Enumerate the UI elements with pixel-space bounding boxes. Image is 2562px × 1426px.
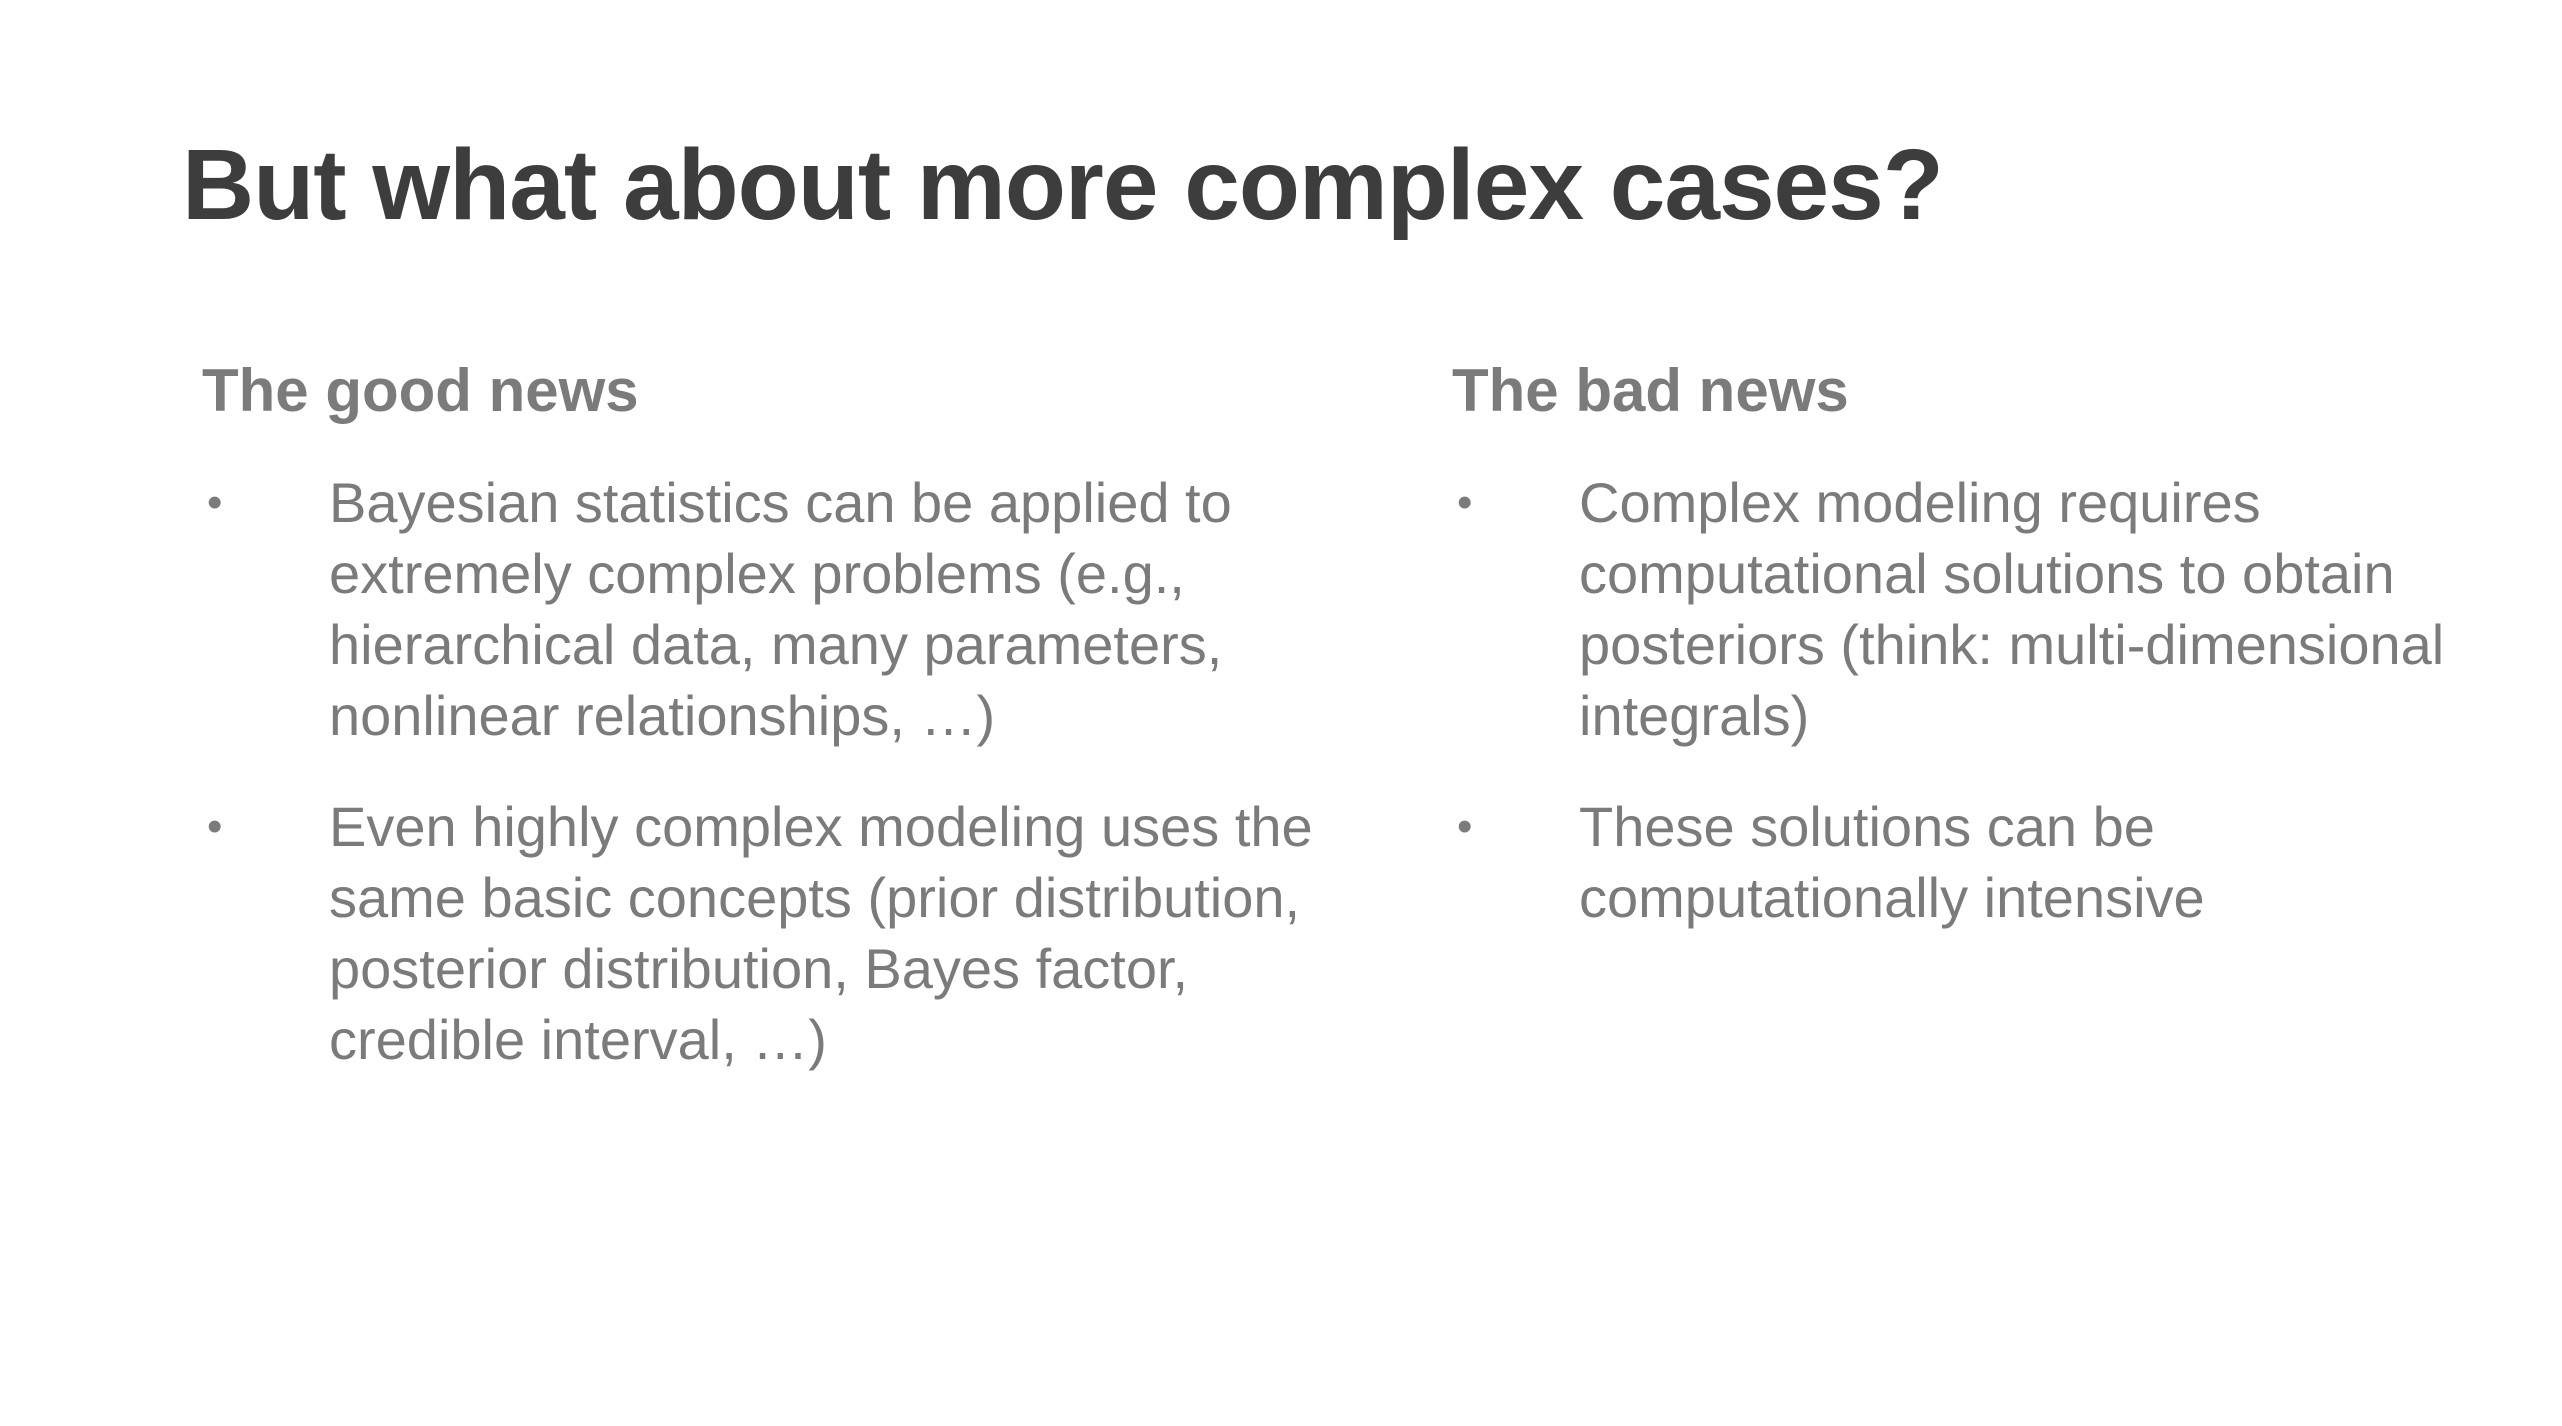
good-news-column: The good news • Bayesian statistics can … [202, 355, 1342, 1115]
bad-news-heading: The bad news [1452, 357, 1849, 424]
slide-title: But what about more complex cases? [182, 129, 1944, 241]
bullet-text: Even highly complex modeling uses the sa… [329, 795, 1313, 1071]
good-news-list: • Bayesian statistics can be applied to … [202, 467, 1342, 1075]
list-item: • Complex modeling requires computationa… [1452, 467, 2532, 751]
bullet-icon: • [207, 478, 223, 527]
good-news-heading: The good news [202, 357, 639, 424]
list-item: • Bayesian statistics can be applied to … [202, 467, 1342, 751]
bullet-text: Bayesian statistics can be applied to ex… [329, 471, 1232, 747]
list-item: • Even highly complex modeling uses the … [202, 791, 1342, 1075]
bullet-icon: • [1457, 478, 1473, 527]
bullet-icon: • [207, 802, 223, 851]
bullet-icon: • [1457, 802, 1473, 851]
bullet-text: Complex modeling requires computational … [1579, 471, 2445, 747]
bullet-text: These solutions can be computationally i… [1579, 795, 2205, 929]
bad-news-list: • Complex modeling requires computationa… [1452, 467, 2532, 933]
bad-news-column: The bad news • Complex modeling requires… [1452, 355, 2532, 973]
list-item: • These solutions can be computationally… [1452, 791, 2532, 933]
